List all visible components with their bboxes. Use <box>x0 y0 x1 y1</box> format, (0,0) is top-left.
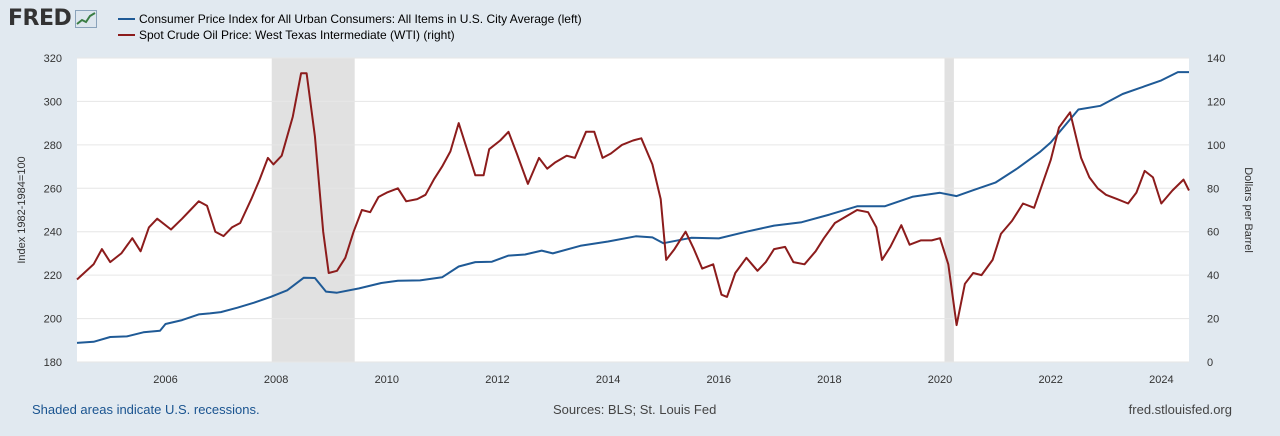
recession-note: Shaded areas indicate U.S. recessions. <box>32 402 260 417</box>
series-line-cpi[interactable] <box>76 71 1189 344</box>
y-left-tick-label: 240 <box>44 227 62 239</box>
x-tick-label: 2012 <box>485 374 509 386</box>
y-left-tick-label: 220 <box>44 270 62 282</box>
x-tick-label: 2020 <box>928 374 952 386</box>
line-chart: 180 200 220 240 260 280 300 320 0 20 40 60 80 100 120 1… <box>16 53 1254 386</box>
x-tick-label: 2018 <box>817 374 841 386</box>
fred-logo: FRED <box>8 6 98 31</box>
legend-label-cpi: Consumer Price Index for All Urban Consu… <box>139 12 582 26</box>
x-tick-label: 2008 <box>264 374 288 386</box>
x-tick-label: 2016 <box>707 374 731 386</box>
series-line-wti[interactable] <box>76 72 1190 327</box>
y-right-tick-label: 20 <box>1207 314 1219 326</box>
x-tick-label: 2014 <box>596 374 620 386</box>
y-right-tick-label: 40 <box>1207 270 1219 282</box>
y-right-tick-label: 140 <box>1207 53 1225 65</box>
x-tick-label: 2022 <box>1038 374 1062 386</box>
y-axis-label-right: Dollars per Barrel <box>1242 167 1254 253</box>
y-right-tick-label: 0 <box>1207 357 1213 369</box>
series-lines <box>76 71 1190 344</box>
y-right-tick-label: 120 <box>1207 96 1225 108</box>
y-left-tick-label: 260 <box>44 183 62 195</box>
chart-line-icon <box>75 9 98 28</box>
x-tick-label: 2006 <box>153 374 177 386</box>
y-right-tick-label: 60 <box>1207 227 1219 239</box>
legend-swatch-oil <box>118 34 135 36</box>
legend-swatch-cpi <box>118 18 135 20</box>
axis-labels: 180 200 220 240 260 280 300 320 0 20 40 60 80 100 120 1… <box>16 53 1254 386</box>
plot-area <box>77 58 1189 362</box>
y-left-tick-label: 180 <box>44 357 62 369</box>
legend-label-oil: Spot Crude Oil Price: West Texas Interme… <box>139 28 455 42</box>
sources-text: Sources: BLS; St. Louis Fed <box>553 402 717 417</box>
recession-band-0 <box>271 58 355 362</box>
recession-band-1 <box>944 58 954 362</box>
y-axis-label-left: Index 1982-1984=100 <box>16 156 28 263</box>
y-left-tick-label: 320 <box>44 53 62 65</box>
legend-item-oil[interactable]: Spot Crude Oil Price: West Texas Interme… <box>118 27 582 43</box>
chart-legend: Consumer Price Index for All Urban Consu… <box>118 11 582 43</box>
y-left-tick-label: 300 <box>44 96 62 108</box>
recession-bands <box>271 58 954 362</box>
x-tick-label: 2010 <box>375 374 399 386</box>
y-right-tick-label: 100 <box>1207 140 1225 152</box>
y-right-tick-label: 80 <box>1207 183 1219 195</box>
fred-url[interactable]: fred.stlouisfed.org <box>1128 402 1232 417</box>
x-tick-label: 2024 <box>1149 374 1173 386</box>
y-left-tick-label: 200 <box>44 314 62 326</box>
legend-item-cpi[interactable]: Consumer Price Index for All Urban Consu… <box>118 11 582 27</box>
y-left-tick-label: 280 <box>44 140 62 152</box>
logo-text: FRED <box>8 6 72 31</box>
